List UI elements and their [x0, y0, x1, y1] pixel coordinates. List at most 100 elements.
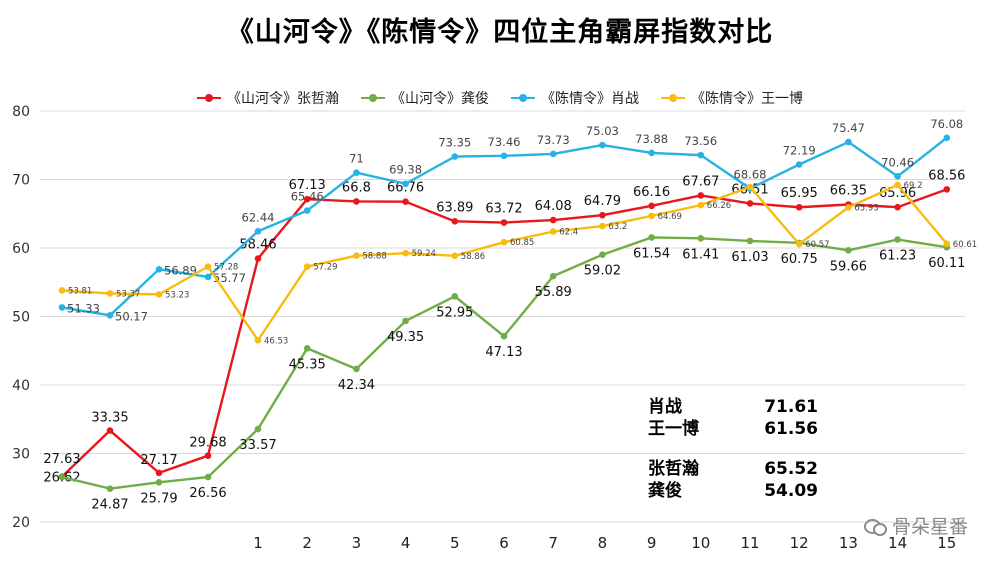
data-point: [204, 273, 212, 281]
summary-name: 王一博: [648, 419, 699, 439]
data-point: [155, 479, 163, 486]
chart-legend: 《山河令》张哲瀚 《山河令》龚俊 《陈情令》肖战 《陈情令》王一博: [0, 88, 1000, 108]
data-label: 65.95: [781, 186, 818, 201]
data-label: 56.89: [164, 263, 197, 277]
data-point: [106, 312, 114, 319]
data-point: [254, 255, 262, 262]
data-label: 65.46: [291, 190, 324, 204]
summary-value: 65.52: [764, 459, 818, 479]
data-point: [402, 317, 409, 325]
x-tick-label: 9: [647, 534, 657, 552]
y-tick-label: 80: [12, 104, 30, 120]
legend-label-2: 《山河令》龚俊: [391, 91, 489, 107]
data-point: [155, 266, 163, 273]
x-tick-label: 10: [691, 534, 710, 552]
data-point: [599, 141, 606, 149]
data-label: 60.61: [953, 240, 977, 250]
x-tick-label: 6: [499, 534, 509, 552]
data-label: 46.53: [264, 336, 288, 346]
data-label: 50.17: [115, 309, 148, 323]
x-tick-label: 13: [839, 534, 858, 552]
data-label: 49.35: [387, 330, 424, 345]
x-tick-label: 11: [740, 534, 759, 552]
data-label: 63.89: [436, 200, 473, 215]
data-label: 66.8: [342, 180, 371, 195]
summary-gap: [648, 440, 818, 458]
data-label: 47.13: [485, 345, 522, 360]
data-point: [648, 149, 655, 157]
data-label: 61.54: [633, 246, 670, 261]
data-point: [402, 249, 409, 257]
data-label: 65.93: [854, 203, 878, 213]
y-tick-label: 70: [12, 173, 30, 189]
data-label: 76.08: [930, 117, 963, 131]
data-label: 69.2: [904, 181, 923, 191]
data-label: 57.28: [214, 263, 238, 273]
data-point: [795, 240, 803, 248]
data-point: [795, 203, 803, 211]
data-point: [58, 287, 66, 294]
data-label: 73.56: [684, 134, 717, 148]
data-point: [549, 216, 557, 224]
data-point: [204, 473, 212, 481]
data-point: [402, 180, 409, 188]
data-label: 64.08: [535, 199, 572, 214]
data-point: [106, 485, 114, 492]
data-point: [303, 207, 311, 214]
data-point: [648, 234, 655, 241]
data-point: [845, 204, 852, 211]
data-label: 70.46: [881, 155, 914, 169]
data-label: 55.77: [213, 271, 246, 285]
data-label: 59.24: [412, 249, 436, 259]
data-label: 60.11: [928, 256, 965, 271]
data-label: 29.68: [189, 436, 226, 451]
data-point: [549, 272, 557, 280]
data-label: 42.34: [338, 378, 375, 393]
data-point: [451, 218, 459, 225]
legend-item-1: 《山河令》张哲瀚: [197, 88, 339, 108]
data-label: 63.2: [608, 222, 627, 232]
data-point: [500, 152, 508, 160]
data-point: [697, 192, 705, 199]
data-label: 60.75: [781, 252, 818, 267]
data-point: [845, 138, 852, 146]
data-point: [254, 227, 262, 235]
data-point: [599, 251, 606, 259]
data-point: [500, 219, 508, 226]
data-point: [204, 263, 212, 270]
data-point: [549, 150, 557, 158]
data-label: 73.73: [537, 133, 570, 147]
x-tick-label: 8: [598, 534, 608, 552]
data-point: [303, 345, 311, 352]
watermark-text: 骨朵星番: [891, 516, 968, 538]
data-point: [894, 203, 901, 211]
data-label: 33.35: [91, 411, 128, 426]
data-point: [746, 183, 754, 191]
data-label: 33.57: [239, 438, 276, 453]
data-label: 73.46: [488, 135, 521, 149]
data-label: 73.88: [635, 132, 668, 146]
summary-table: 肖战 71.61 王一博 61.56 张哲瀚 65.52 龚俊 54.09: [648, 396, 818, 502]
data-label: 69.38: [389, 163, 422, 177]
data-point: [58, 473, 66, 481]
data-point: [648, 202, 655, 210]
data-label: 66.76: [387, 181, 424, 196]
data-label: 26.56: [189, 486, 226, 501]
summary-value: 54.09: [764, 481, 818, 501]
data-point: [353, 169, 360, 176]
data-label: 60.85: [510, 238, 534, 248]
data-point: [204, 452, 212, 459]
data-label: 73.35: [438, 136, 471, 150]
data-label: 68.68: [734, 168, 767, 182]
summary-name: 肖战: [648, 397, 682, 417]
data-label: 63.72: [485, 202, 522, 217]
data-label: 61.23: [879, 249, 916, 264]
summary-row: 王一博 61.56: [648, 418, 818, 440]
data-point: [155, 291, 163, 298]
data-label: 66.35: [830, 184, 867, 199]
data-point: [894, 236, 901, 243]
summary-row: 龚俊 54.09: [648, 480, 818, 502]
data-label: 53.23: [165, 290, 189, 300]
data-point: [894, 181, 901, 189]
